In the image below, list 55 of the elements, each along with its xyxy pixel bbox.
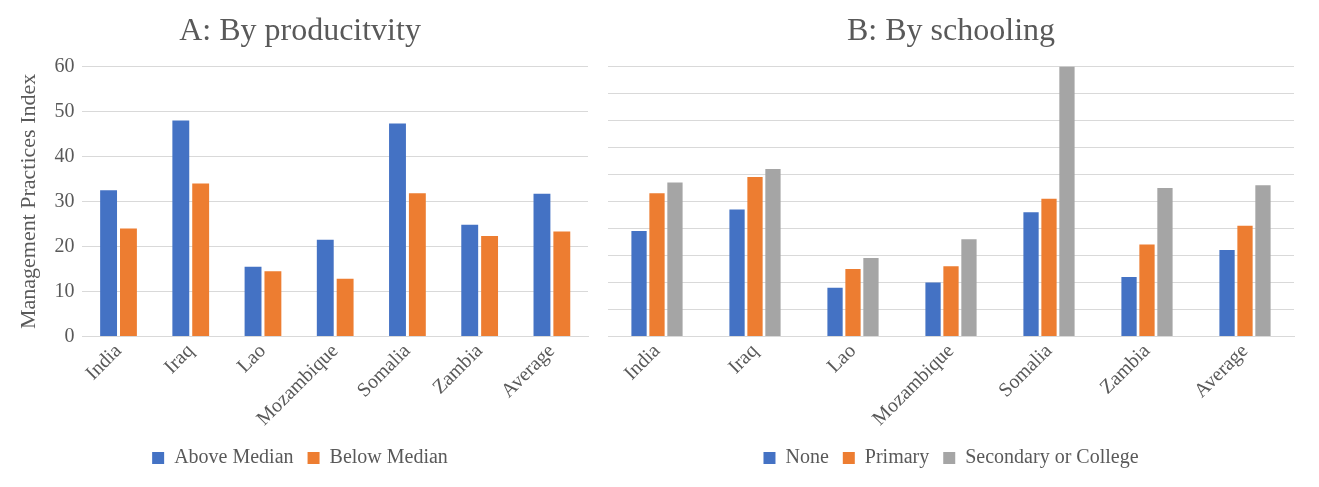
y-tick-label: 40 <box>54 143 75 166</box>
legend-label: Primary <box>864 445 930 469</box>
x-tick-label: Lao <box>822 338 860 377</box>
bar <box>765 169 781 336</box>
bar <box>461 224 479 336</box>
bar <box>863 258 879 336</box>
y-tick-label: 10 <box>54 278 75 301</box>
bar <box>1237 225 1253 336</box>
bar <box>553 231 571 336</box>
chart-title: A: By producitvity <box>179 10 421 47</box>
bar <box>925 282 941 336</box>
x-tick-label: Iraq <box>158 338 198 378</box>
bar <box>172 120 190 336</box>
legend-label: None <box>785 445 829 468</box>
chart-title: B: By schooling <box>846 10 1056 47</box>
y-axis-title: Management Practices Index <box>14 73 40 330</box>
bar <box>1255 185 1271 336</box>
bar <box>747 177 763 336</box>
bar <box>1041 198 1057 336</box>
x-tick-label: India <box>618 338 664 384</box>
bar <box>1059 66 1075 336</box>
x-tick-label: India <box>80 338 126 384</box>
y-tick-label: 20 <box>54 233 75 256</box>
bar <box>631 231 647 336</box>
x-tick-label: Iraq <box>723 338 763 378</box>
bar <box>943 266 959 336</box>
y-tick-label: 50 <box>54 98 75 121</box>
legend-label: Below Median <box>329 445 448 468</box>
y-tick-label: 60 <box>54 53 75 76</box>
bar <box>961 239 977 336</box>
bar <box>120 228 137 336</box>
bar <box>244 266 262 336</box>
bar <box>667 182 683 336</box>
legend-label: Secondary or College <box>965 445 1139 469</box>
y-tick-label: 0 <box>64 323 75 346</box>
bar <box>100 190 118 336</box>
bar <box>1157 187 1173 336</box>
bar <box>389 123 406 336</box>
bar <box>264 271 282 336</box>
bar <box>845 268 861 336</box>
bar <box>1219 250 1235 336</box>
bar <box>649 193 665 336</box>
bar <box>481 236 499 336</box>
bar <box>729 209 745 336</box>
bar <box>1139 244 1155 336</box>
bar <box>408 193 426 336</box>
bar <box>1121 277 1137 336</box>
bar <box>827 287 843 336</box>
bar <box>533 193 551 336</box>
legend-label: Above Median <box>174 445 294 468</box>
bar <box>1023 212 1039 336</box>
bar <box>336 278 354 336</box>
bar <box>192 183 210 336</box>
bar <box>316 239 334 336</box>
y-tick-label: 30 <box>54 188 75 211</box>
